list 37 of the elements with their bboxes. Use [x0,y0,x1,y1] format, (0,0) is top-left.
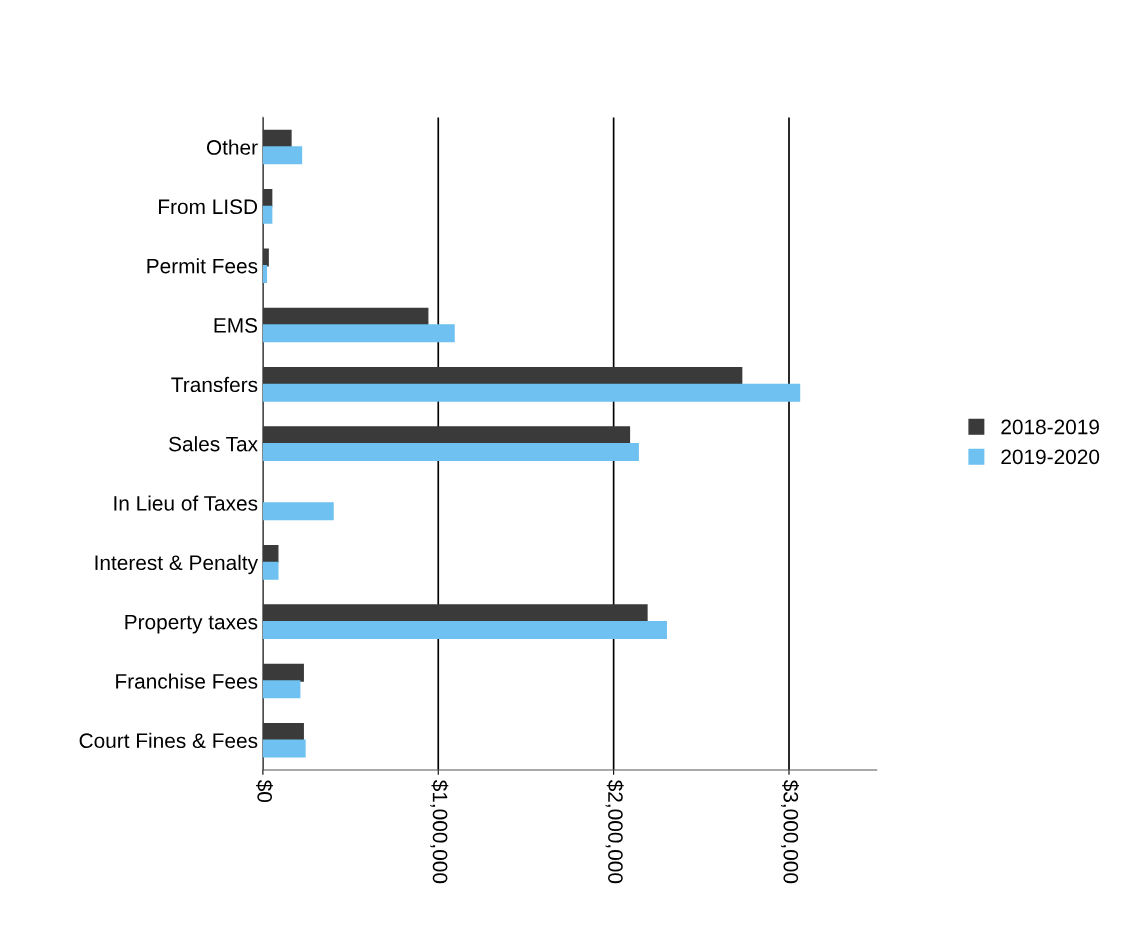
bar [262,723,304,742]
bar [262,264,268,284]
bar [262,383,801,402]
y-tick-label: Permit Fees [147,258,258,274]
y-tick-label: Court Fines & Fees [79,732,258,749]
bar [262,620,667,639]
bar [262,663,304,682]
bar [262,561,279,580]
y-tick-label: Other [206,139,258,155]
bar [262,680,301,699]
legend-label: 2019-2020 [1001,449,1100,465]
bar [262,442,639,461]
bar [262,739,306,758]
bar [262,205,273,224]
bar [262,604,648,623]
bar [262,129,292,148]
y-tick-label: Sales Tax [169,436,258,452]
x-tick-label: $2,000,000 [605,779,624,884]
y-tick-label: EMS [214,318,258,333]
y-tick-label: Franchise Fees [116,673,258,689]
y-tick-label: In Lieu of Taxes [114,495,258,511]
bar [262,545,279,564]
x-tick-label: $3,000,000 [780,779,800,884]
bar [262,502,334,521]
bar [262,324,455,343]
y-tick-label: Interest & Penalty [95,554,258,575]
x-tick-label: $1,000,000 [430,779,449,884]
bar [262,146,303,165]
y-tick-label: Property taxes [125,614,258,634]
bar [262,367,743,386]
y-tick-label: From LISD [159,199,258,215]
legend-label: 2018-2019 [1001,419,1099,435]
bar [262,426,631,445]
bar [262,248,269,267]
y-tick-label: Transfers [171,376,258,393]
bar [262,189,273,208]
x-tick-label: $0 [256,779,273,803]
